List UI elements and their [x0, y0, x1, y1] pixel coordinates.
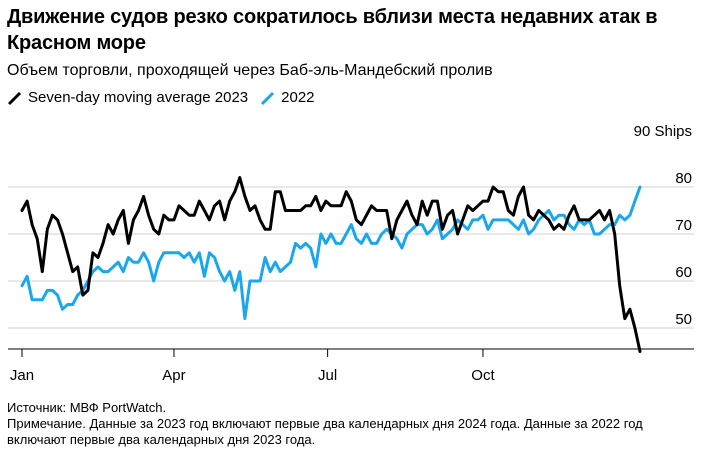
legend: Seven-day moving average 2023 2022	[7, 89, 327, 107]
legend-label-2023: Seven-day moving average 2023	[28, 89, 249, 106]
y-tick-label-80: 80	[675, 170, 692, 187]
series-line-2023	[20, 176, 642, 353]
y-tick-label-70: 70	[675, 217, 692, 234]
legend-swatch-2022	[261, 91, 275, 105]
chart-title: Движение судов резко сократилось вблизи …	[7, 6, 658, 54]
source-note: Источник: МВФ PortWatch.	[7, 400, 167, 415]
y-tick-label-50: 50	[675, 311, 692, 328]
footnotes: Источник: МВФ PortWatch. Примечание. Дан…	[7, 400, 697, 448]
legend-item-2023: Seven-day moving average 2023	[7, 89, 248, 107]
y-tick-label-90: 90 Ships	[634, 123, 692, 140]
x-tick-label-jul: Jul	[318, 367, 337, 384]
data-note: Примечание. Данные за 2023 год включают …	[7, 416, 643, 447]
y-tick-label-60: 60	[675, 264, 692, 281]
legend-item-2022: 2022	[260, 89, 315, 107]
series-line-2022	[20, 185, 642, 321]
x-tick-label-jan: Jan	[10, 367, 34, 384]
line-chart: 90 Ships 80 70 60 50 Jan Apr Jul Oct	[8, 123, 694, 384]
x-tick-label-apr: Apr	[162, 367, 185, 384]
legend-label-2022: 2022	[281, 89, 315, 106]
chart-subtitle: Объем торговли, проходящей через Баб-эль…	[7, 62, 493, 79]
legend-swatch-2023	[7, 91, 22, 105]
x-tick-label-oct: Oct	[471, 367, 495, 384]
